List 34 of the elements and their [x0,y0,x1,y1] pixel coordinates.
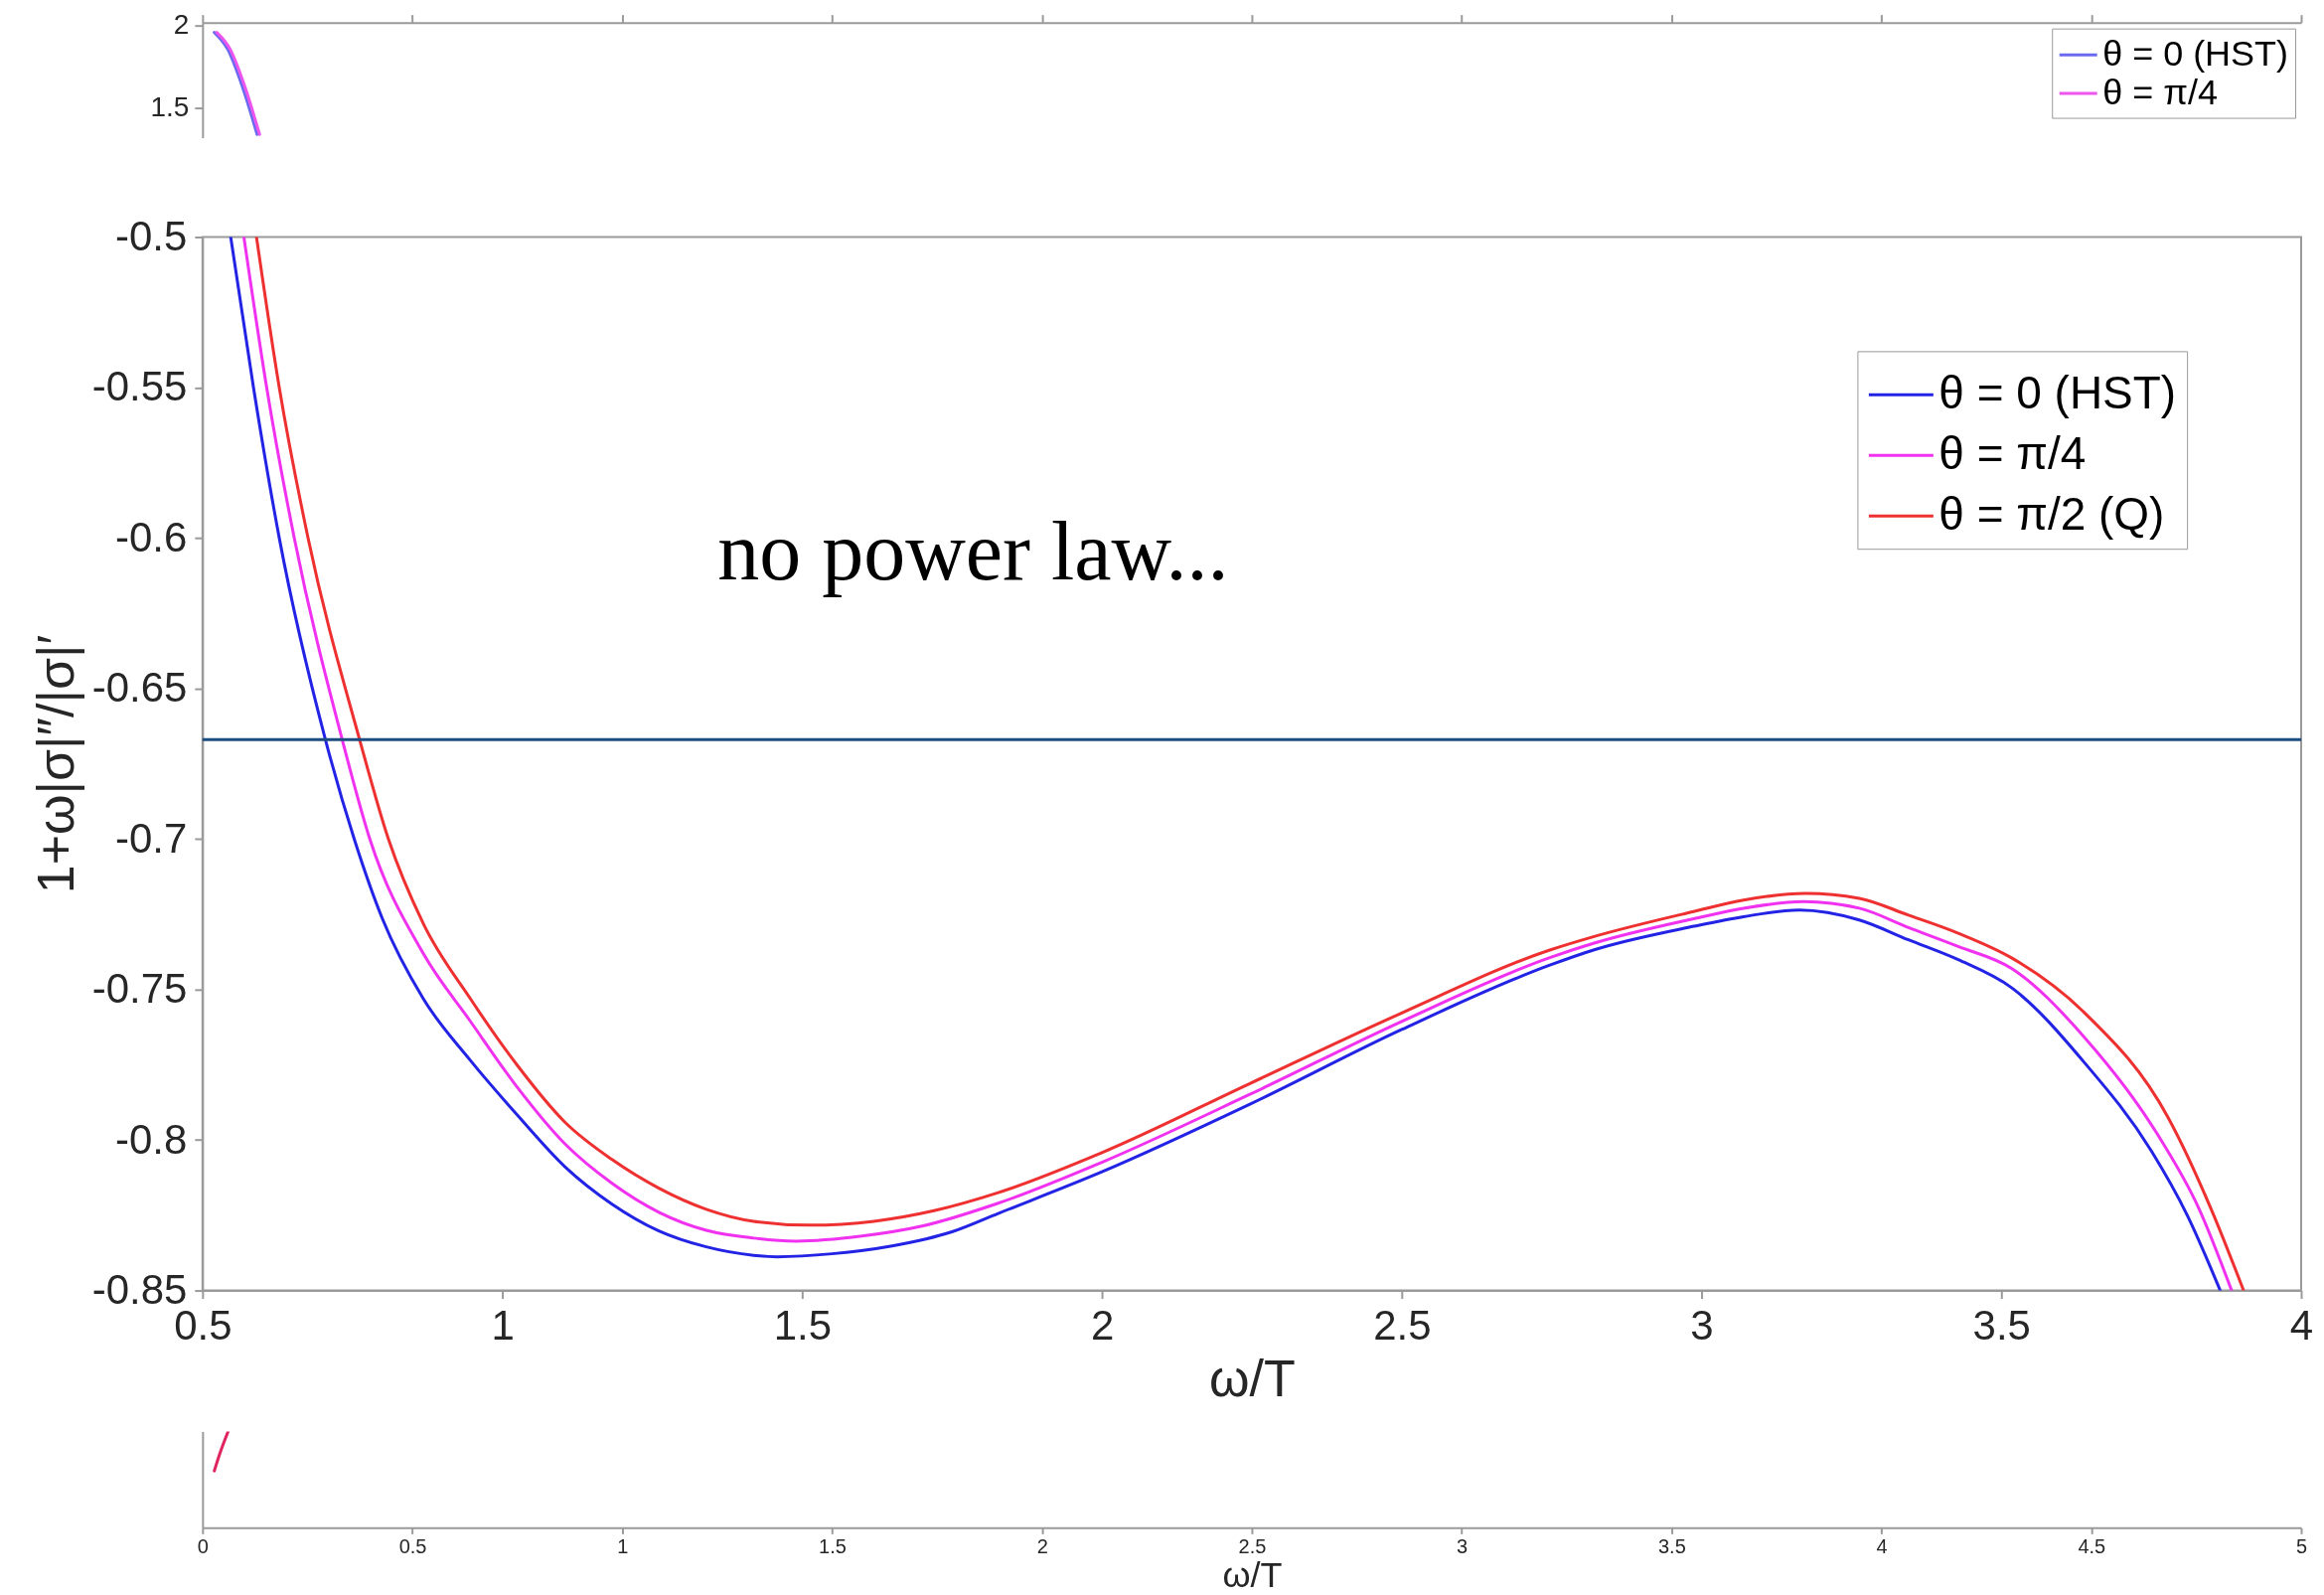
legend-label: θ = π/4 [1938,427,2087,480]
legend-label: θ = π/2 (Q) [1938,488,2165,541]
x-tick-label: 4 [1876,1534,1888,1557]
x-tick-label: 5 [2295,1534,2308,1557]
x-tick-label: 0.5 [398,1534,427,1557]
x-tick-label: 2 [1090,1302,1115,1350]
legend-label: θ = 0 (HST) [1938,367,2177,419]
y-tick-label: -0.75 [91,965,188,1013]
x-tick-label: 1 [617,1534,629,1557]
y-tick-label: -0.5 [115,212,188,259]
y-tick-label: 1.5 [150,91,190,123]
x-tick-label: 1.5 [819,1534,847,1557]
x-tick-label: 2.5 [1373,1302,1432,1350]
y-tick-label: 2 [173,9,190,41]
legend-label: θ = 0 (HST) [2102,33,2288,75]
y-axis-title: 1+ω|σ|″/|σ|′ [26,634,84,894]
y-tick-label: -0.55 [91,363,188,410]
x-tick-label: 3.5 [1657,1534,1686,1557]
x-tick-label: 2 [1036,1534,1048,1557]
y-tick-label: -0.8 [115,1115,188,1163]
legend-label: θ = π/4 [2102,72,2218,113]
y-tick-label: -0.65 [91,664,188,712]
x-tick-label: 3.5 [1972,1302,2031,1350]
annotation: no power law... [717,505,1229,598]
x-tick-label: 3 [1690,1302,1714,1350]
x-tick-label: 4 [2289,1302,2314,1350]
x-tick-label: 1.5 [773,1302,832,1350]
x-tick-label: 3 [1457,1534,1469,1557]
x-axis-title: ω/T [1209,1349,1296,1407]
x-tick-label: 0 [197,1534,209,1557]
y-tick-label: -0.6 [115,513,188,560]
x-tick-label: 1 [491,1302,515,1350]
x-tick-label: 4.5 [2078,1534,2106,1557]
y-tick-label: -0.7 [115,814,188,862]
